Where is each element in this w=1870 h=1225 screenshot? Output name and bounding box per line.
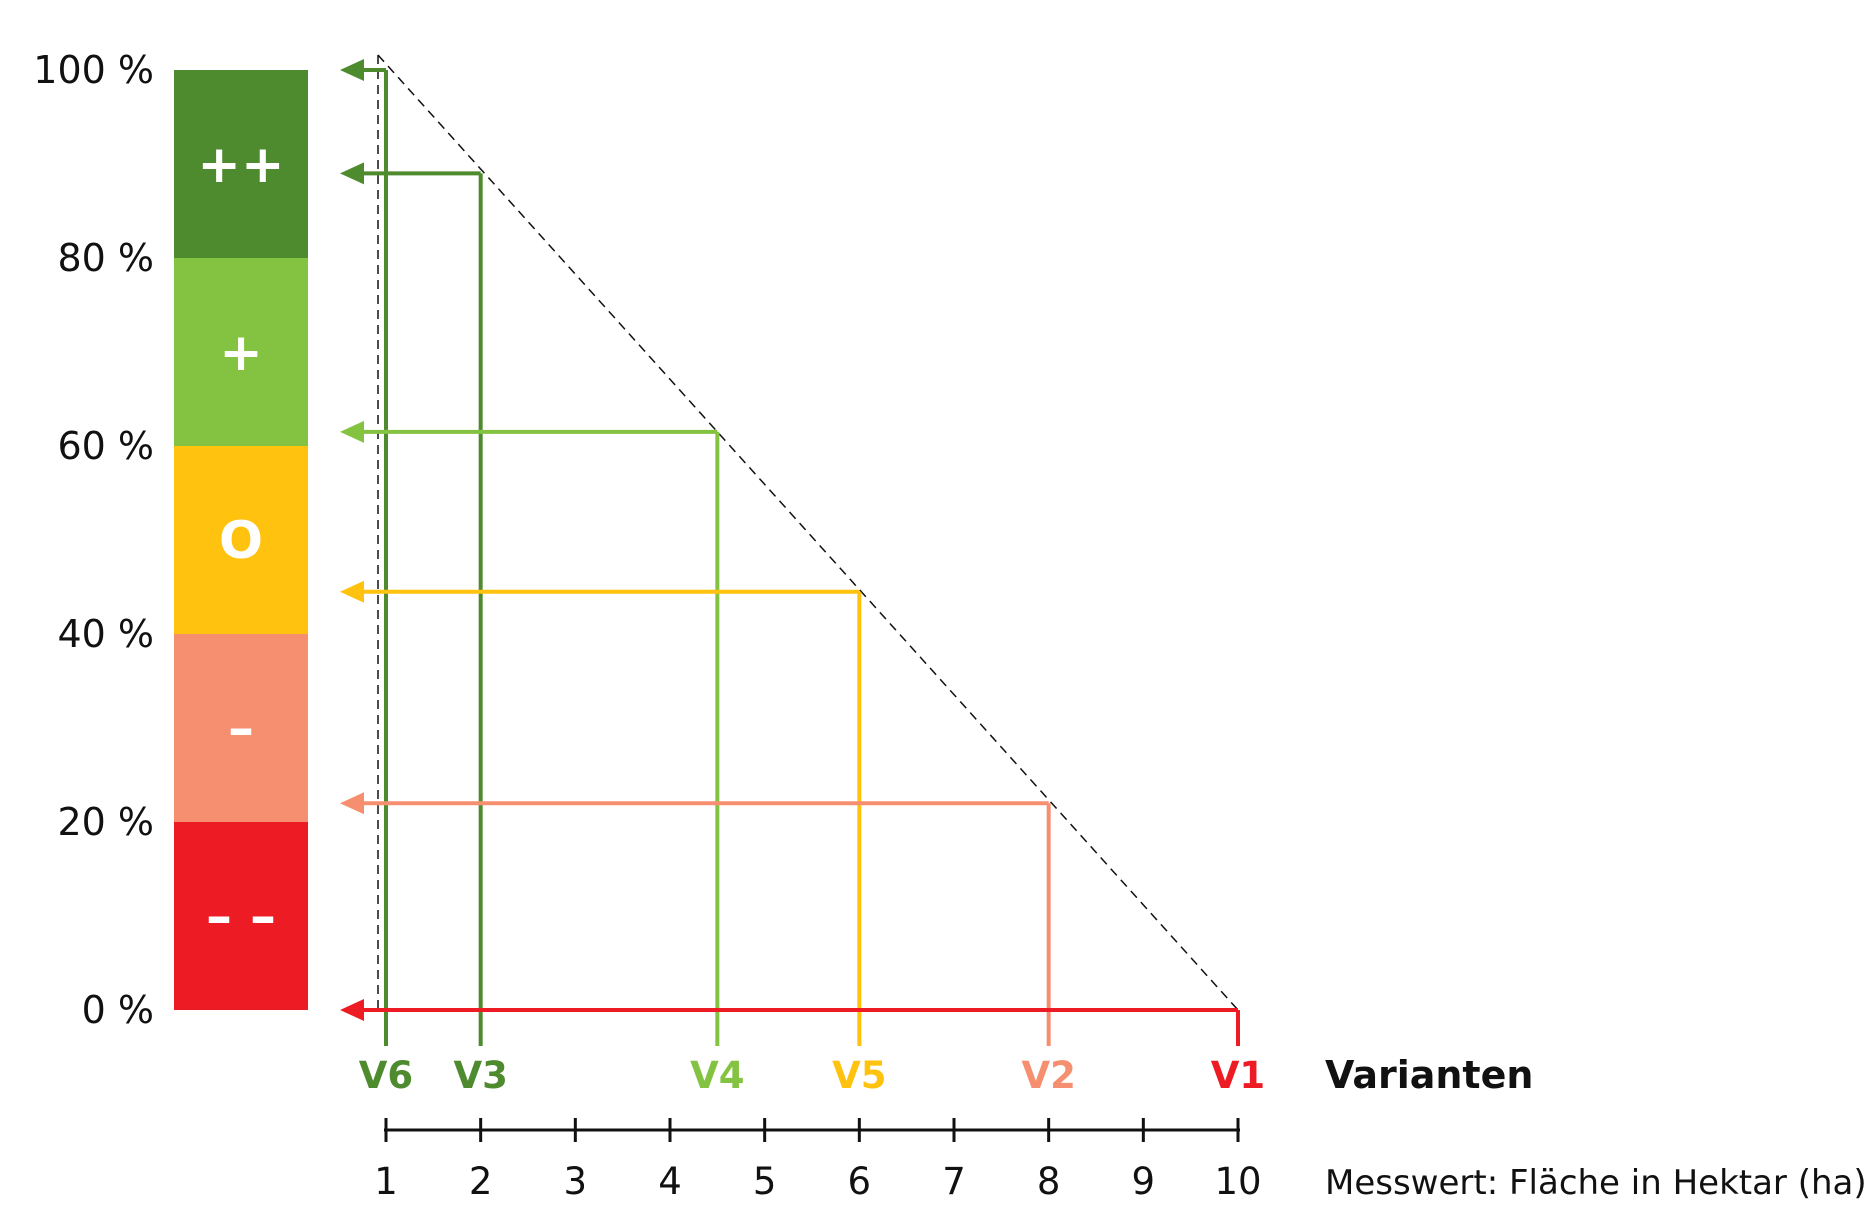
variant-label: V4 — [690, 1054, 744, 1097]
rating-bands: +++O–– – — [174, 70, 308, 1010]
rating-band-symbol: + — [219, 323, 263, 383]
rating-band-symbol: O — [219, 511, 263, 571]
rating-band — [174, 70, 308, 258]
x-tick-label: 9 — [1132, 1160, 1156, 1203]
variant-arrowhead — [340, 580, 364, 603]
variant-label: V6 — [359, 1054, 413, 1097]
x-axis-label: Messwert: Fläche in Hektar (ha) — [1325, 1163, 1867, 1203]
rating-band — [174, 446, 308, 634]
variant-label: V1 — [1211, 1054, 1265, 1097]
rating-band-symbol: – — [228, 699, 254, 759]
x-axis: 1 2 3 4 5 6 7 8 9 10 — [374, 1118, 1262, 1203]
reference-line — [377, 54, 1239, 1012]
variant-arrowhead — [340, 792, 364, 815]
y-tick-label: 100 % — [33, 48, 154, 92]
y-axis-labels: 100 % 80 % 60 % 40 % 20 % 0 % — [33, 48, 154, 1032]
x-tick-label: 2 — [469, 1160, 493, 1203]
x-tick-label: 6 — [848, 1160, 872, 1203]
y-tick-label: 0 % — [82, 988, 154, 1032]
rating-band — [174, 634, 308, 822]
y-tick-label: 20 % — [57, 800, 154, 844]
rating-band — [174, 822, 308, 1010]
rating-band-symbol: – – — [206, 887, 276, 947]
x-tick-label: 1 — [374, 1160, 398, 1203]
variant-arrowhead — [340, 420, 364, 443]
reference-diagonal-line — [377, 54, 1239, 1011]
variant-label: V2 — [1021, 1054, 1075, 1097]
variant-label: V5 — [832, 1054, 886, 1097]
x-tick-label: 4 — [658, 1160, 682, 1203]
variant-label: V3 — [453, 1054, 507, 1097]
y-tick-label: 80 % — [57, 236, 154, 280]
x-tick-label: 3 — [564, 1160, 588, 1203]
variant-arrowhead — [340, 59, 364, 81]
x-tick-label: 5 — [753, 1160, 777, 1203]
x-tick-label: 8 — [1037, 1160, 1061, 1203]
rating-band — [174, 258, 308, 446]
x-tick-label: 7 — [942, 1160, 966, 1203]
variant-lines — [340, 59, 1240, 1046]
variant-arrowhead — [340, 999, 364, 1021]
y-tick-label: 60 % — [57, 424, 154, 468]
x-tick-label: 10 — [1214, 1160, 1261, 1203]
y-tick-label: 40 % — [57, 612, 154, 656]
variant-arrowhead — [340, 162, 364, 185]
series-title: Varianten — [1325, 1053, 1533, 1097]
rating-band-symbol: ++ — [197, 135, 284, 195]
variant-labels: V6 V3 V4 V5 V2 V1 — [359, 1054, 1265, 1097]
